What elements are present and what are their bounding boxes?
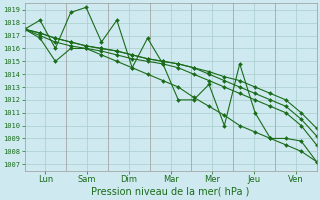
X-axis label: Pression niveau de la mer( hPa ): Pression niveau de la mer( hPa ) [92, 187, 250, 197]
